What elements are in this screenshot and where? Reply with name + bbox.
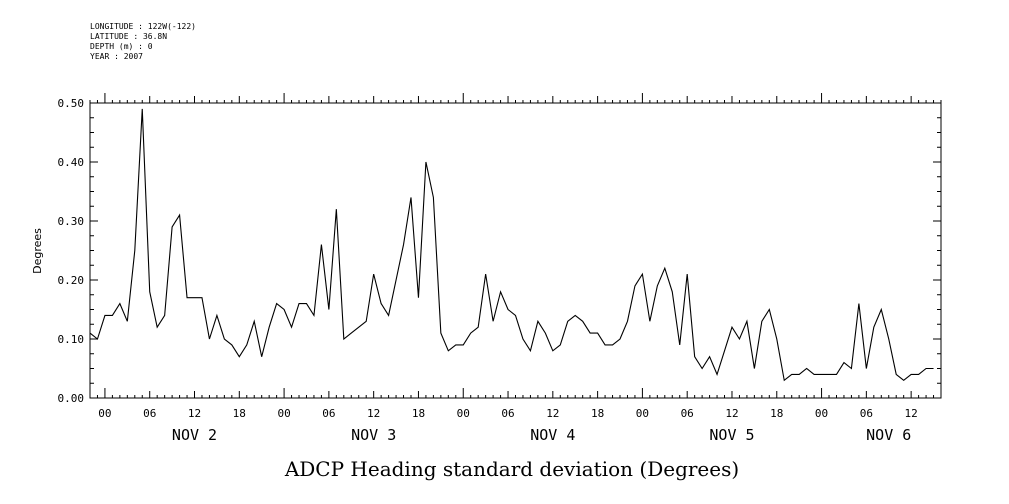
x-tick-label: 00 — [98, 407, 111, 420]
x-tick-label: 00 — [815, 407, 828, 420]
x-tick-label: 06 — [501, 407, 514, 420]
x-tick-label: 00 — [457, 407, 470, 420]
y-tick-label: 0.50 — [58, 97, 85, 110]
depth-text: DEPTH (m) : 0 — [90, 42, 153, 51]
x-tick-label: 18 — [412, 407, 425, 420]
x-day-label: NOV 6 — [866, 426, 911, 444]
x-tick-label: 12 — [367, 407, 380, 420]
y-axis-label: Degrees — [31, 228, 44, 274]
y-tick-label: 0.00 — [58, 392, 85, 405]
series-line — [89, 108, 934, 382]
x-day-label: NOV 3 — [351, 426, 396, 444]
y-tick-label: 0.20 — [58, 274, 85, 287]
chart-title: ADCP Heading standard deviation (Degrees… — [284, 457, 739, 481]
longitude-text: LONGITUDE : 122W(-122) — [90, 22, 196, 31]
x-tick-label: 06 — [681, 407, 694, 420]
x-tick-label: 12 — [905, 407, 918, 420]
plot-frame — [89, 102, 942, 399]
x-tick-label: 06 — [143, 407, 156, 420]
x-tick-label: 18 — [770, 407, 783, 420]
metadata-block: LONGITUDE : 122W(-122) LATITUDE : 36.8N … — [90, 22, 196, 62]
y-tick-label: 0.10 — [58, 333, 85, 346]
year-text: YEAR : 2007 — [90, 52, 143, 61]
latitude-text: LATITUDE : 36.8N — [90, 32, 168, 41]
x-tick-label: 12 — [546, 407, 559, 420]
y-tick-label: 0.40 — [58, 156, 85, 169]
x-day-label: NOV 5 — [709, 426, 754, 444]
x-tick-label: 06 — [322, 407, 335, 420]
x-day-label: NOV 2 — [172, 426, 217, 444]
x-tick-label: 18 — [233, 407, 246, 420]
x-tick-label: 06 — [860, 407, 873, 420]
x-tick-label: 00 — [636, 407, 649, 420]
x-tick-label: 18 — [591, 407, 604, 420]
x-tick-label: 12 — [188, 407, 201, 420]
y-tick-label: 0.30 — [58, 215, 85, 228]
x-tick-label: 00 — [277, 407, 290, 420]
x-day-label: NOV 4 — [530, 426, 575, 444]
x-tick-label: 12 — [725, 407, 738, 420]
